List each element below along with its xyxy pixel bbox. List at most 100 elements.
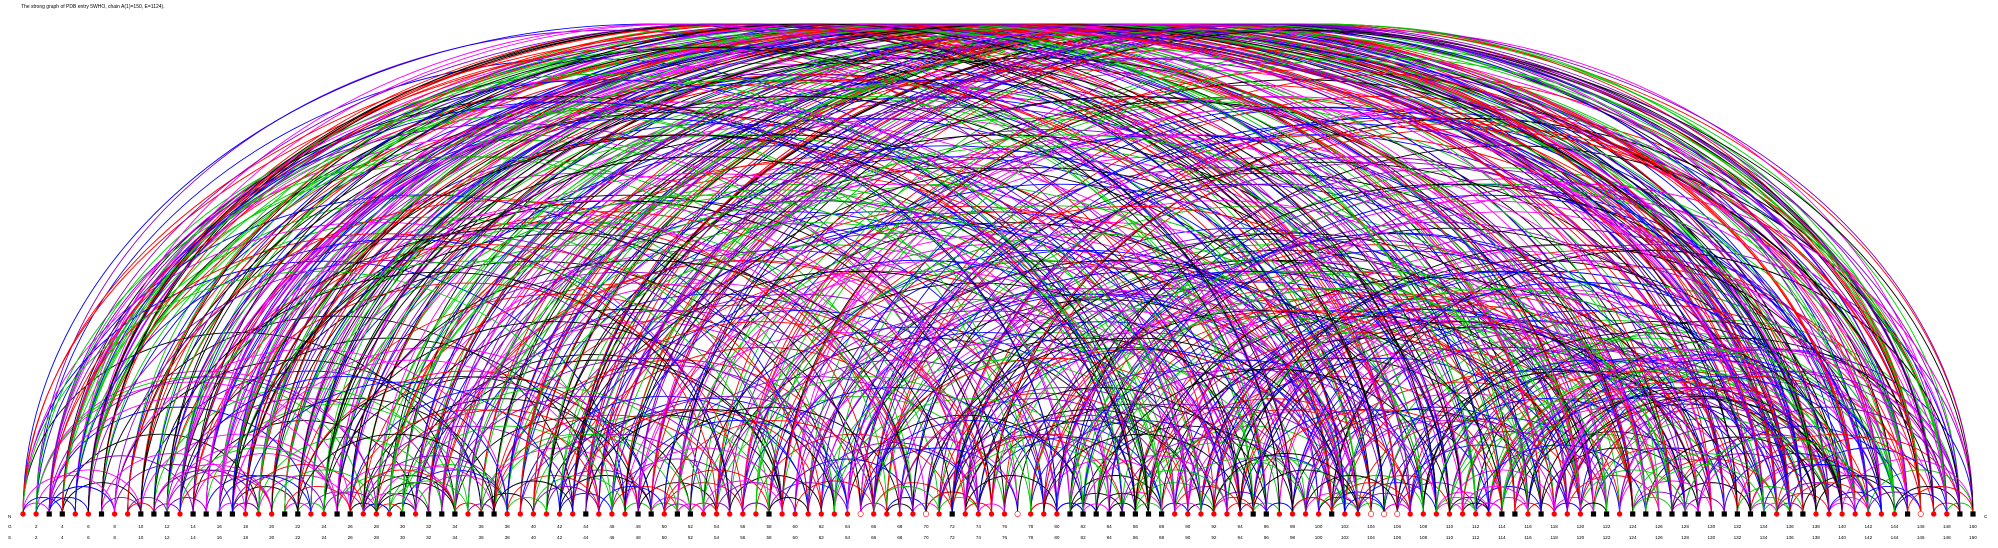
contact-arc xyxy=(598,486,665,515)
helix-vertex xyxy=(818,511,824,517)
helix-vertex xyxy=(308,511,314,517)
contact-arc xyxy=(820,293,1346,515)
contact-arc xyxy=(860,420,1084,515)
contact-arc xyxy=(1200,357,1581,515)
helix-vertex xyxy=(1931,511,1937,517)
tick-label-s: 140 xyxy=(1838,535,1846,540)
contact-arc xyxy=(166,118,1123,515)
contact-arc xyxy=(742,310,1228,515)
contact-arc xyxy=(951,444,1123,515)
helix-vertex xyxy=(897,511,903,517)
contact-arc xyxy=(1566,398,1843,515)
helix-vertex xyxy=(1878,511,1885,517)
tick-label-g: 126 xyxy=(1655,524,1663,529)
helix-vertex xyxy=(1420,511,1427,517)
helix-vertex xyxy=(1551,511,1557,517)
contact-arc xyxy=(991,123,1922,515)
helix-vertex xyxy=(936,511,942,517)
tick-label-s: 12 xyxy=(164,535,170,540)
contact-arc xyxy=(205,101,1189,515)
row-label-n: N xyxy=(8,514,11,519)
contact-arc xyxy=(1069,310,1555,515)
helix-vertex xyxy=(753,511,759,517)
strand-vertex xyxy=(203,511,209,517)
helix-vertex xyxy=(242,511,249,517)
tick-label-g: 76 xyxy=(1002,524,1008,529)
contact-arc xyxy=(833,57,1922,515)
contact-arc xyxy=(493,433,691,515)
tick-label-s: 52 xyxy=(688,535,694,540)
helix-vertex xyxy=(177,511,183,517)
contact-arc xyxy=(1213,304,1712,515)
contact-arc xyxy=(284,486,351,515)
contact-arc xyxy=(1108,227,1791,515)
contact-arc xyxy=(742,249,1372,515)
tick-label-s: 124 xyxy=(1629,535,1637,540)
contact-arc xyxy=(166,244,809,515)
contact-arc xyxy=(1671,433,1869,515)
contact-arc xyxy=(1082,270,1673,515)
tick-label-g: 100 xyxy=(1315,524,1323,529)
contact-arc xyxy=(860,357,1241,515)
contact-arc xyxy=(375,492,430,515)
contact-arc xyxy=(231,475,325,515)
coil-vertex xyxy=(1381,510,1388,517)
contact-arc xyxy=(860,156,1712,515)
strand-vertex xyxy=(1695,511,1701,517)
contact-arc xyxy=(1645,458,1778,515)
contact-arc xyxy=(794,343,1202,515)
contact-arc xyxy=(101,497,142,515)
tick-label-s: 40 xyxy=(531,535,537,540)
contact-arc xyxy=(336,475,430,515)
contact-arc xyxy=(114,233,783,515)
contact-arc xyxy=(153,464,273,515)
strand-vertex xyxy=(1708,511,1714,517)
helix-vertex xyxy=(740,511,746,517)
contact-arc xyxy=(729,259,1346,515)
contact-arc xyxy=(349,387,652,515)
contact-arc xyxy=(781,69,1856,515)
contact-arc xyxy=(1579,502,1608,515)
contact-arc xyxy=(1200,292,1738,515)
strand-vertex xyxy=(295,511,301,517)
contact-arc xyxy=(964,409,1215,515)
contact-arc xyxy=(1069,475,1163,515)
tick-label-s: 26 xyxy=(348,535,354,540)
strand-vertex xyxy=(1119,511,1125,517)
tick-label-g: 118 xyxy=(1551,524,1559,529)
contact-arc xyxy=(61,29,1647,515)
contact-arc xyxy=(1213,497,1254,515)
contact-arc xyxy=(519,433,718,515)
contact-arc xyxy=(1435,497,1477,515)
contact-arc xyxy=(1475,444,1647,515)
helix-vertex xyxy=(910,511,916,517)
contact-arc xyxy=(1305,492,1359,515)
contact-arc xyxy=(1134,502,1163,515)
contact-arc xyxy=(349,469,456,515)
strand-vertex xyxy=(98,511,105,517)
contact-arc xyxy=(1396,370,1738,515)
contact-arc xyxy=(388,249,1019,515)
helix-vertex xyxy=(1289,511,1296,517)
contact-arc xyxy=(1292,409,1542,515)
helix-vertex xyxy=(1315,511,1322,517)
tick-label-s: 104 xyxy=(1367,535,1375,540)
tick-label-g: 128 xyxy=(1681,524,1689,529)
contact-arc xyxy=(166,444,338,515)
helix-vertex xyxy=(700,511,707,517)
strand-vertex xyxy=(1957,511,1963,517)
strand-vertex xyxy=(138,511,144,517)
contact-arc xyxy=(179,475,273,515)
helix-vertex xyxy=(72,511,79,517)
helix-vertex xyxy=(1211,511,1217,517)
strand-vertex xyxy=(687,511,693,517)
contact-arc xyxy=(415,79,1450,515)
contact-arc xyxy=(1488,497,1529,515)
contact-arc xyxy=(925,233,1594,515)
contact-arc xyxy=(375,409,626,515)
helix-vertex xyxy=(1433,511,1440,517)
contact-arc xyxy=(48,486,116,515)
contact-arc xyxy=(192,23,1765,515)
contact-arc xyxy=(192,23,1437,515)
tick-label-s: 96 xyxy=(1264,535,1270,540)
